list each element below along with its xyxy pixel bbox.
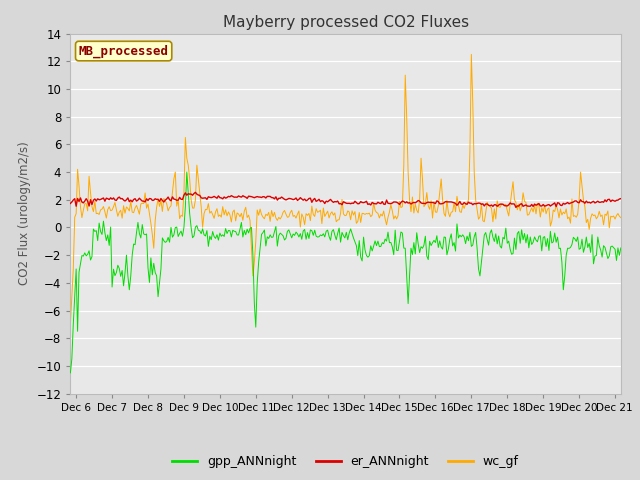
Legend: gpp_ANNnight, er_ANNnight, wc_gf: gpp_ANNnight, er_ANNnight, wc_gf	[168, 450, 524, 473]
Title: Mayberry processed CO2 Fluxes: Mayberry processed CO2 Fluxes	[223, 15, 468, 30]
Text: MB_processed: MB_processed	[79, 44, 169, 58]
Y-axis label: CO2 Flux (urology/m2/s): CO2 Flux (urology/m2/s)	[18, 142, 31, 286]
